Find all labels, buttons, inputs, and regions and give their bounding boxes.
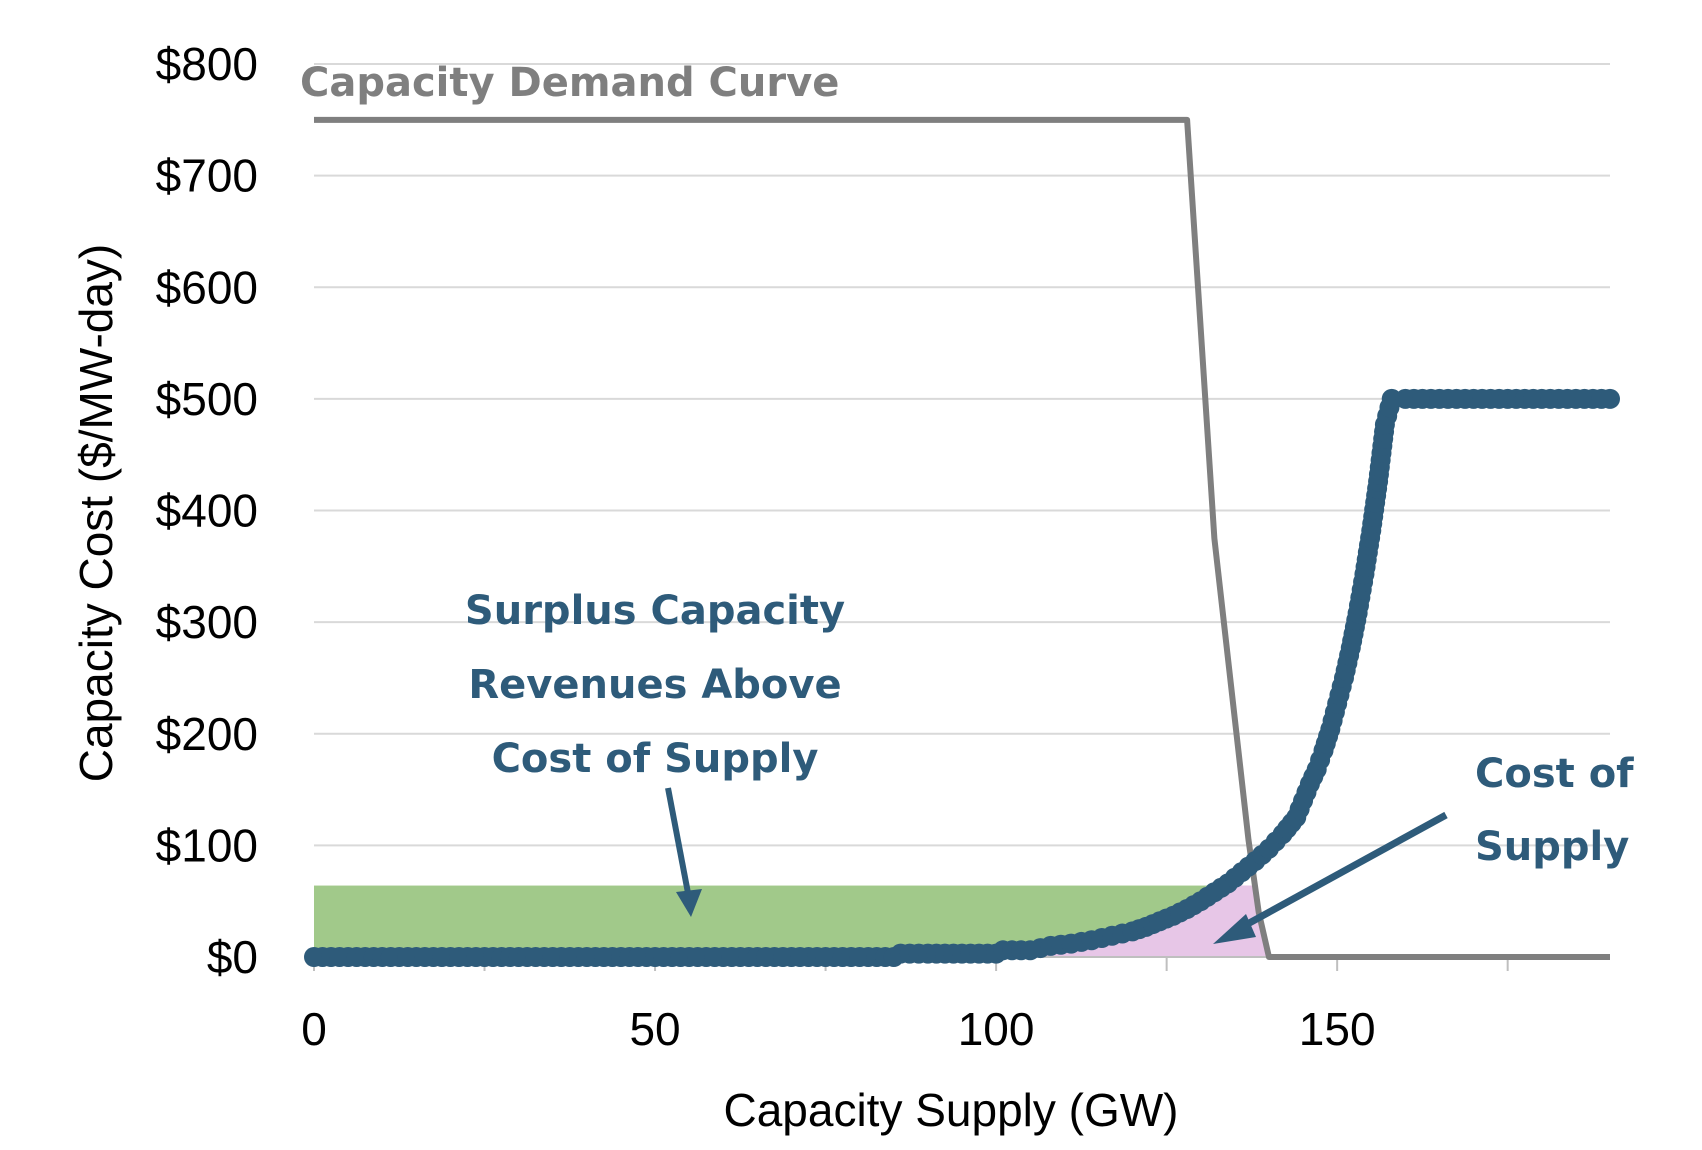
y-tick-label: $700 <box>156 150 258 202</box>
x-tick-label: 100 <box>958 1003 1035 1055</box>
y-axis-title: Capacity Cost ($/MW-day) <box>70 244 122 783</box>
demand-curve-line <box>314 116 1610 960</box>
surplus-arrow-head <box>676 889 702 917</box>
x-tick-label: 0 <box>301 1003 327 1055</box>
x-axis-title: Capacity Supply (GW) <box>723 1084 1178 1136</box>
x-tick-label: 150 <box>1299 1003 1376 1055</box>
supply-label-line-1: Cost of <box>1475 751 1634 797</box>
surplus-arrow <box>665 787 691 894</box>
demand-curve-series <box>314 116 1610 960</box>
supply-point <box>1600 388 1620 409</box>
y-tick-label: $200 <box>156 708 258 760</box>
surplus-label-line-3: Cost of Supply <box>492 736 819 782</box>
surplus-label-line-2: Revenues Above <box>468 662 841 708</box>
x-axis: 0 50 100 150 <box>301 956 1610 1055</box>
y-axis-tick-labels: $0 $100 $200 $300 $400 $500 $600 $700 $800 <box>156 38 258 983</box>
areas <box>314 885 1269 957</box>
y-tick-label: $0 <box>207 931 258 983</box>
supply-annotation: Cost of Supply <box>1213 751 1634 944</box>
surplus-label-line-1: Surplus Capacity <box>465 588 845 634</box>
y-tick-label: $500 <box>156 373 258 425</box>
surplus-annotation: Surplus Capacity Revenues Above Cost of … <box>465 588 845 917</box>
supply-label-line-2: Supply <box>1475 824 1629 870</box>
x-tick-label: 50 <box>629 1003 680 1055</box>
y-tick-label: $100 <box>156 819 258 871</box>
cost-of-supply-area <box>962 885 1269 957</box>
gridlines <box>314 63 1610 847</box>
supply-curve-series <box>304 388 1620 967</box>
y-tick-label: $800 <box>156 38 258 90</box>
demand-curve-label: Capacity Demand Curve <box>300 60 839 106</box>
y-tick-label: $300 <box>156 596 258 648</box>
supply-arrow-head <box>1213 914 1256 944</box>
y-tick-label: $400 <box>156 485 258 537</box>
y-tick-label: $600 <box>156 261 258 313</box>
supply-arrow <box>1240 811 1448 931</box>
